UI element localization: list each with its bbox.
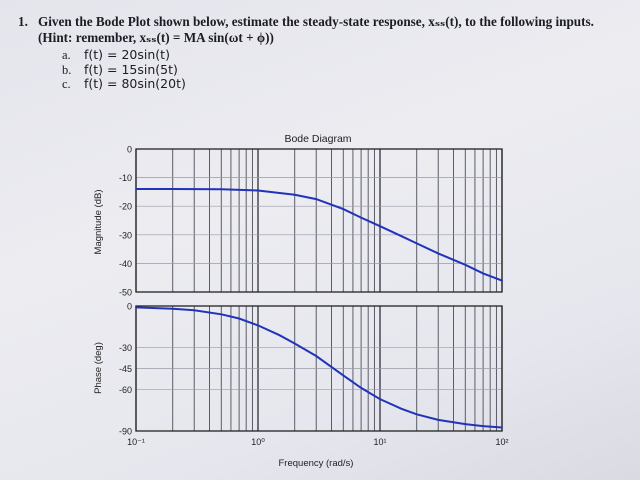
phase-data-point: [238, 317, 241, 320]
magnitude-axes-frame: [135, 148, 503, 293]
figure-curves: [135, 188, 503, 429]
magnitude-data-point: [501, 279, 503, 282]
frequency-axis-label: Frequency (rad/s): [279, 458, 354, 469]
frequency-tick-label: 10⁰: [251, 437, 265, 447]
magnitude-data-point: [482, 272, 484, 275]
input-label: a.: [62, 48, 71, 62]
phase-tick-label: -90: [119, 427, 132, 437]
magnitude-tick-label: -10: [119, 173, 132, 183]
phase-data-point: [437, 419, 440, 421]
problem-statement-text: Given the Bode Plot shown below, estimat…: [38, 14, 594, 29]
magnitude-data-point: [415, 242, 418, 245]
phase-data-point: [342, 374, 345, 377]
magnitude-data-point: [379, 225, 381, 228]
phase-tick-label: -45: [119, 364, 132, 374]
phase-axes-frame: [135, 305, 503, 432]
phase-axis-label: Phase (deg): [93, 342, 104, 394]
phase-data-point: [400, 407, 403, 410]
phase-data-point: [293, 342, 296, 345]
frequency-tick-label: 10²: [495, 437, 508, 447]
frequency-tick-label: 10¹: [373, 437, 386, 447]
figure-grid: [135, 148, 503, 432]
input-expression: f(t) = 20sin(t): [84, 47, 170, 62]
magnitude-data-point: [171, 188, 174, 190]
magnitude-data-point: [360, 216, 362, 219]
figure-labels: Bode Diagram Magnitude (dB) Phase (deg) …: [93, 133, 509, 469]
phase-data-point: [464, 423, 467, 425]
phase-tick-label: -30: [119, 343, 132, 353]
input-list: a. f(t) = 20sin(t) b. f(t) = 15sin(5t) c. f…: [62, 47, 628, 92]
magnitude-tick-label: 0: [127, 145, 132, 155]
phase-data-point: [135, 306, 137, 309]
input-item: a. f(t) = 20sin(t): [62, 47, 628, 63]
chart-title: Bode Diagram: [284, 133, 351, 145]
magnitude-axis-label: Magnitude (dB): [93, 190, 104, 255]
phase-data-point: [193, 309, 196, 312]
magnitude-tick-label: -50: [119, 288, 132, 298]
phase-data-point: [315, 355, 318, 357]
figure-axes: [135, 148, 503, 432]
magnitude-data-point: [400, 235, 403, 238]
phase-data-point: [220, 313, 223, 316]
magnitude-data-point: [464, 263, 467, 266]
input-expression: f(t) = 80sin(20t): [84, 76, 186, 91]
phase-data-point: [482, 425, 484, 427]
problem-hint: (Hint: remember, xₛₛ(t) = MA sin(ωt + ϕ)…: [38, 30, 274, 45]
phase-series-line: [135, 306, 503, 429]
phase-data-point: [379, 398, 381, 400]
magnitude-data-point: [135, 188, 137, 190]
magnitude-data-point: [220, 188, 223, 191]
problem-statement: 1. Given the Bode Plot shown below, estim…: [18, 14, 628, 30]
magnitude-data-point: [315, 198, 318, 201]
frequency-tick-label: 10⁻¹: [127, 437, 145, 447]
magnitude-tick-label: -30: [119, 230, 132, 240]
magnitude-data-point: [293, 193, 296, 196]
phase-data-point: [415, 413, 418, 416]
input-item: b. f(t) = 15sin(5t): [62, 61, 628, 78]
problem-text: 1. Given the Bode Plot shown below, estim…: [18, 14, 628, 92]
phase-tick-label: 0: [127, 302, 132, 312]
input-expression: f(t) = 15sin(5t): [84, 61, 178, 77]
problem-number: 1.: [18, 14, 28, 29]
phase-data-point: [257, 324, 259, 327]
magnitude-data-point: [437, 252, 440, 255]
magnitude-data-point: [257, 189, 259, 192]
magnitude-data-point: [342, 208, 345, 211]
input-label: b.: [62, 62, 72, 77]
phase-data-point: [360, 387, 362, 389]
phase-data-point: [171, 307, 174, 310]
phase-data-point: [278, 334, 281, 337]
magnitude-tick-label: -20: [119, 202, 132, 212]
phase-tick-label: -60: [119, 385, 132, 395]
magnitude-tick-label: -40: [119, 259, 132, 269]
input-item: c. f(t) = 80sin(20t): [62, 76, 628, 92]
input-label: c.: [62, 77, 71, 91]
phase-data-point: [501, 426, 503, 429]
